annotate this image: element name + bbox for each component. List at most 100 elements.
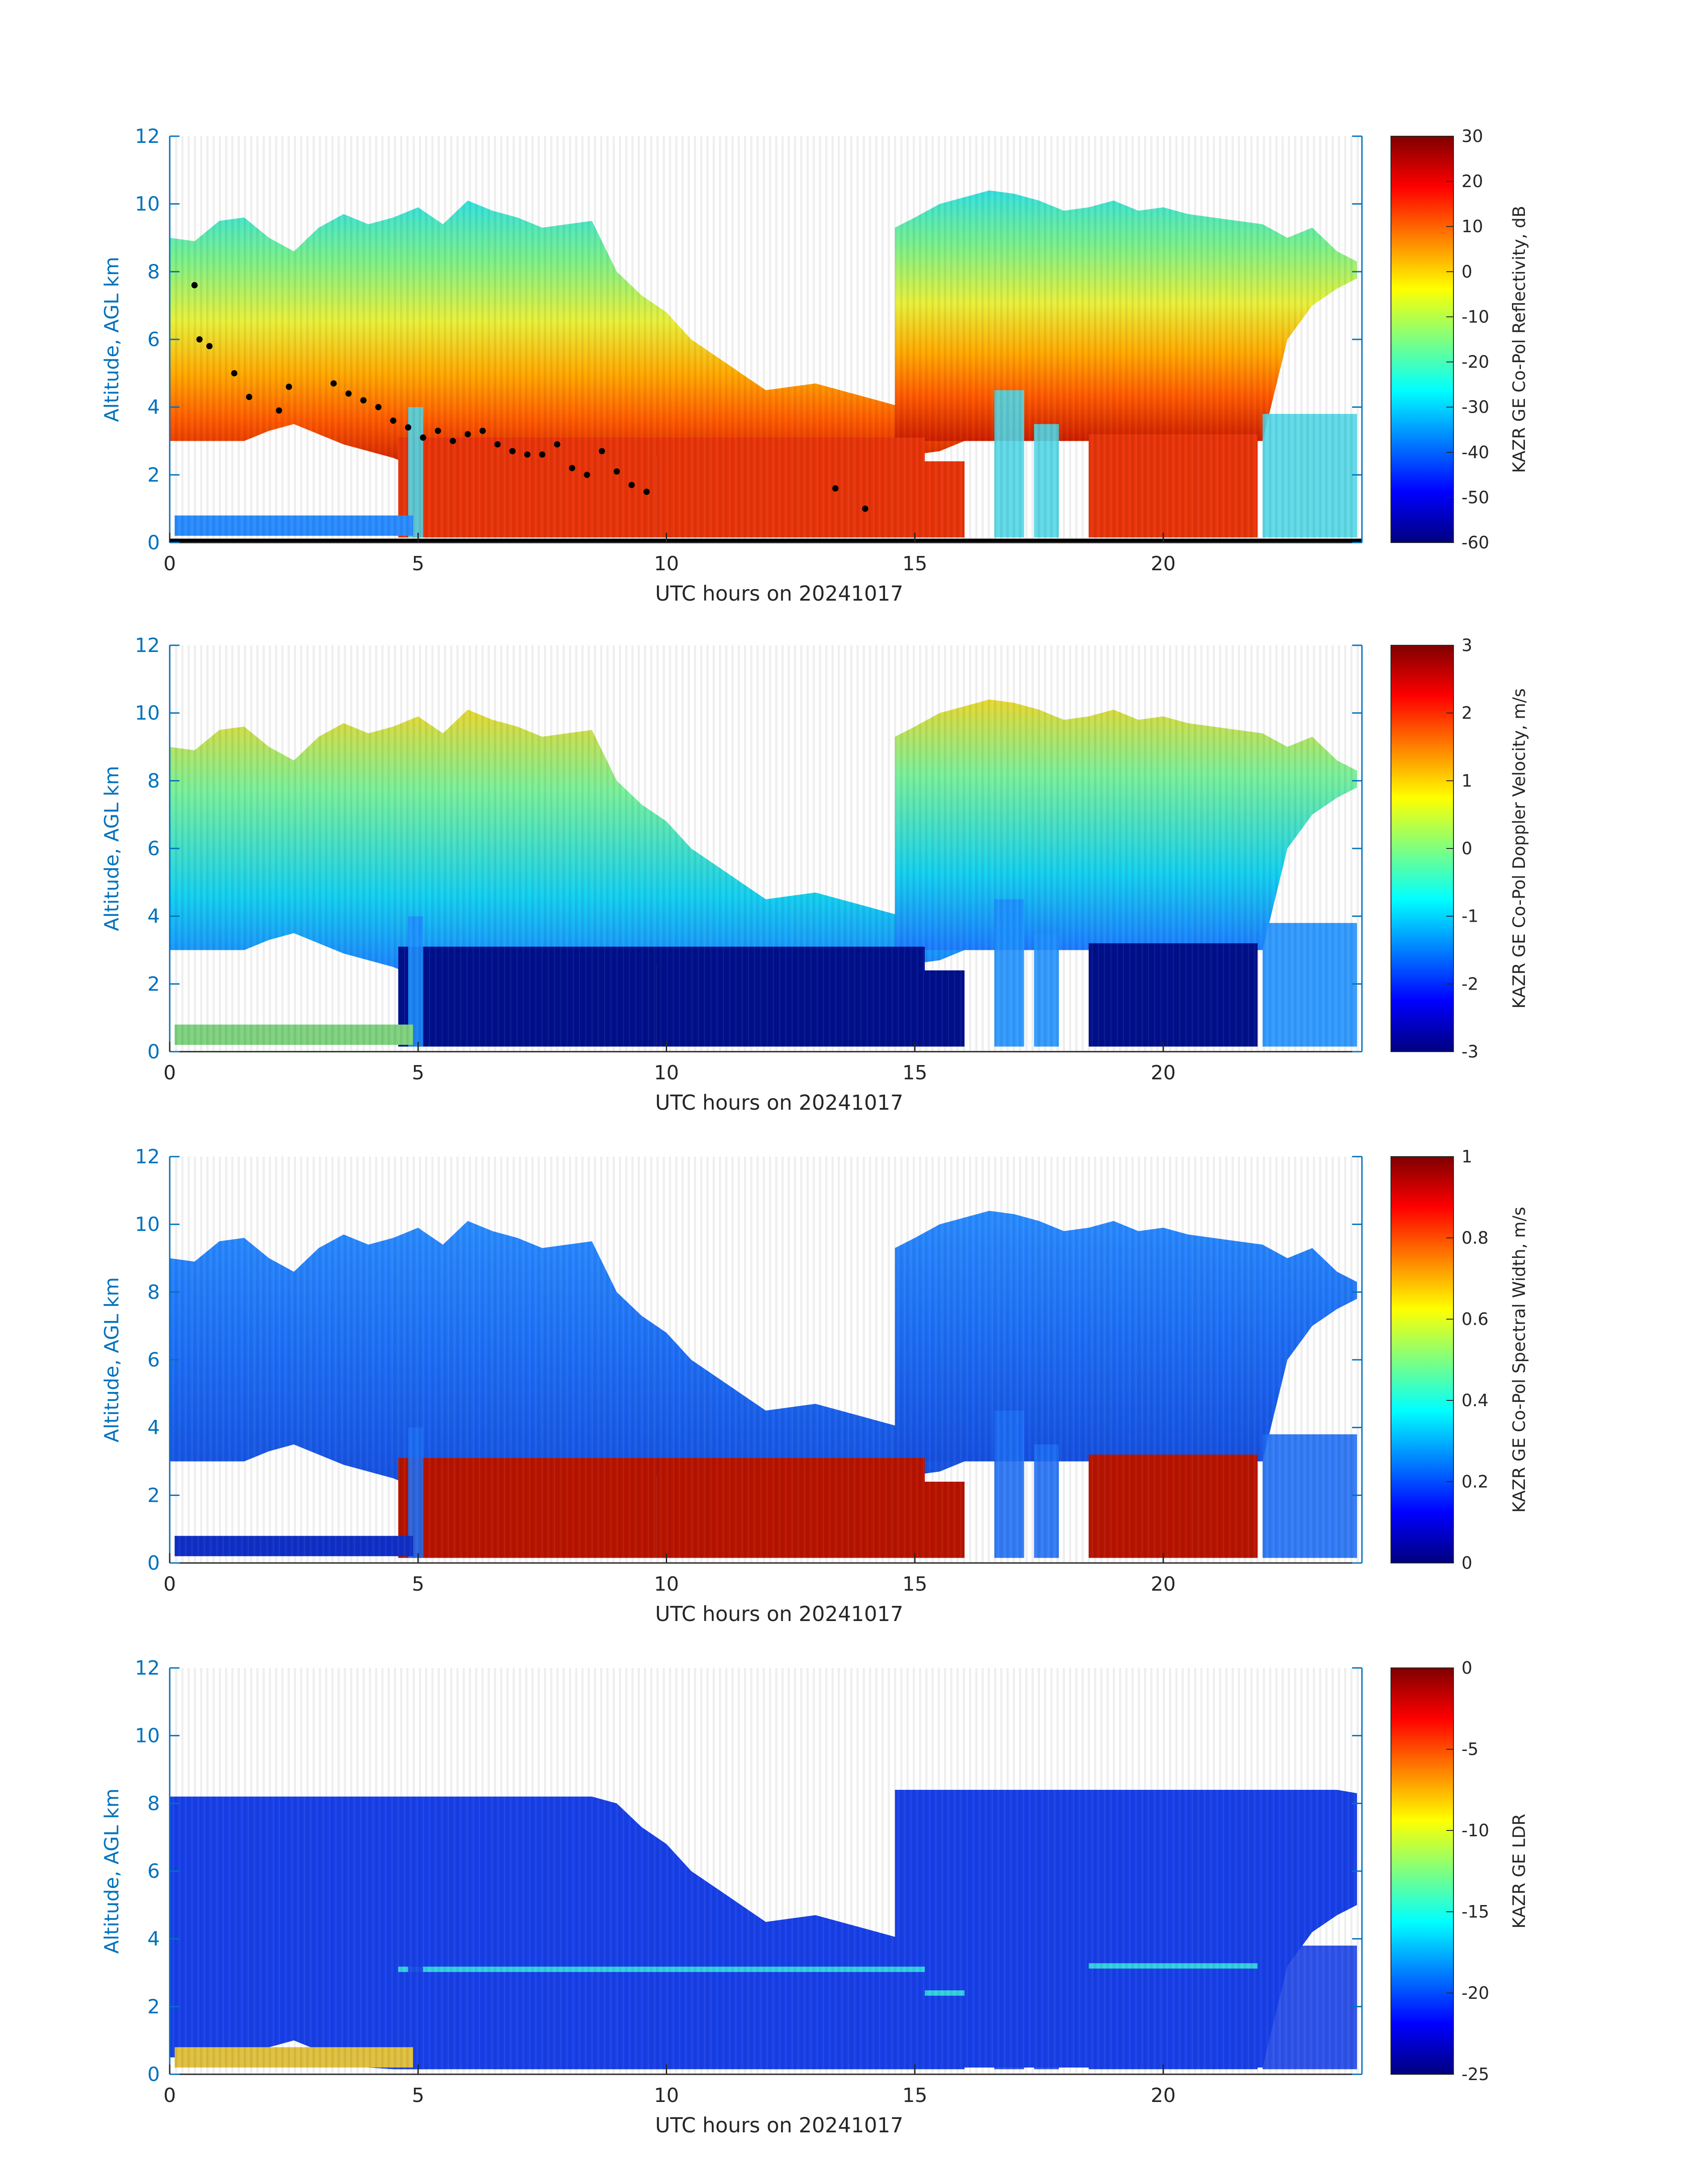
y-tick-label: 12: [135, 634, 160, 657]
colorbar-tick-label: 10: [1462, 217, 1483, 236]
y-tick-label: 0: [147, 1040, 160, 1063]
colorbar-tick-label: -30: [1462, 397, 1489, 417]
y-tick-label: 6: [147, 328, 160, 351]
cloud-base-point: [464, 431, 471, 438]
y-axis-label: Altitude, AGL km: [100, 1277, 123, 1442]
cloud-base-point: [628, 482, 635, 489]
y-tick-label: 2: [147, 973, 160, 995]
colorbar-tick-label: 0.4: [1462, 1391, 1488, 1410]
cloud-base-point: [390, 418, 397, 424]
x-tick-label: 5: [412, 552, 424, 575]
plot-area: [170, 1668, 1362, 2074]
y-tick-label: 12: [135, 125, 160, 148]
cloud-base-point: [584, 472, 590, 478]
cloud-base-point: [434, 427, 441, 434]
x-tick-label: 15: [902, 552, 927, 575]
colorbar-label: KAZR GE Co-Pol Spectral Width, m/s: [1509, 1207, 1529, 1513]
colorbar-tick-label: 3: [1462, 635, 1472, 655]
colorbar-tick-label: 0: [1462, 262, 1472, 281]
colorbar-tick-label: -5: [1462, 1739, 1478, 1759]
x-tick-label: 5: [412, 1061, 424, 1084]
y-tick-label: 4: [147, 396, 160, 419]
x-tick-label: 20: [1151, 1061, 1176, 1084]
colorbar: [1391, 645, 1454, 1052]
y-tick-label: 2: [147, 1484, 160, 1507]
cloud-base-point: [554, 441, 560, 448]
cloud-base-point: [196, 336, 203, 343]
x-tick-label: 10: [654, 2084, 679, 2107]
colorbar: [1391, 136, 1454, 543]
colorbar-tick-label: 0.2: [1462, 1472, 1488, 1492]
cloud-base-point: [191, 282, 198, 288]
cloud-base-point: [598, 448, 605, 455]
x-axis-label: UTC hours on 20241017: [655, 2113, 903, 2137]
y-tick-label: 10: [135, 1725, 160, 1747]
x-tick-label: 15: [902, 1573, 927, 1596]
cloud-base-point: [524, 451, 530, 458]
y-tick-label: 0: [147, 1552, 160, 1575]
y-tick-label: 4: [147, 905, 160, 928]
texture: [170, 136, 1362, 543]
cloud-base-point: [375, 404, 382, 410]
cloud-base-point: [231, 370, 238, 376]
colorbar-tick-label: 1: [1462, 771, 1472, 790]
colorbar-tick-label: 0: [1462, 1553, 1472, 1573]
colorbar-tick-label: 1: [1462, 1147, 1472, 1166]
cloud-base-point: [862, 506, 869, 512]
y-tick-label: 10: [135, 702, 160, 725]
colorbar-label: KAZR GE LDR: [1509, 1813, 1529, 1928]
colorbar-tick-label: -10: [1462, 1821, 1489, 1840]
y-tick-label: 4: [147, 1928, 160, 1951]
cloud-base-point: [479, 427, 486, 434]
y-tick-label: 2: [147, 1995, 160, 2018]
cloud-base-point: [246, 393, 252, 400]
x-tick-label: 20: [1151, 1573, 1176, 1596]
x-tick-label: 5: [412, 2084, 424, 2107]
y-axis-label: Altitude, AGL km: [100, 766, 123, 931]
x-tick-label: 0: [163, 552, 176, 575]
x-tick-label: 20: [1151, 2084, 1176, 2107]
x-tick-label: 0: [163, 2084, 176, 2107]
colorbar-tick-label: -40: [1462, 443, 1489, 462]
cloud-base-point: [330, 380, 337, 387]
cloud-base-point: [569, 465, 576, 472]
y-tick-label: 8: [147, 769, 160, 792]
cloud-base-point: [832, 485, 839, 492]
cloud-base-point: [206, 343, 213, 350]
x-tick-label: 10: [654, 1061, 679, 1084]
cloud-base-point: [539, 451, 546, 458]
cloud-base-point: [450, 438, 456, 444]
y-tick-label: 6: [147, 1349, 160, 1371]
y-tick-label: 12: [135, 1145, 160, 1168]
x-tick-label: 15: [902, 2084, 927, 2107]
colorbar-label: KAZR GE Co-Pol Doppler Velocity, m/s: [1509, 688, 1529, 1008]
colorbar-tick-label: -25: [1462, 2064, 1489, 2084]
colorbar-tick-label: 0: [1462, 839, 1472, 858]
y-axis-label: Altitude, AGL km: [100, 257, 123, 422]
x-axis-label: UTC hours on 20241017: [655, 581, 903, 606]
colorbar-tick-label: 0.8: [1462, 1228, 1488, 1248]
y-tick-label: 12: [135, 1657, 160, 1680]
x-axis-label: UTC hours on 20241017: [655, 1602, 903, 1626]
panel-ldr: 0 2 4 6 8 10 12 0 5 10 15 20 Altitude, AGL km UTC hou…: [100, 1657, 1529, 2137]
panel-reflectivity: 0 2 4 6 8 10 12 0 5 10 15 20 Altitude, AGL km UTC hou…: [100, 125, 1529, 606]
y-tick-label: 8: [147, 1281, 160, 1304]
cloud-base-point: [614, 468, 620, 475]
x-tick-label: 0: [163, 1061, 176, 1084]
colorbar-tick-label: -10: [1462, 307, 1489, 326]
x-tick-label: 5: [412, 1573, 424, 1596]
y-tick-label: 4: [147, 1417, 160, 1439]
colorbar: [1391, 1156, 1454, 1563]
surface-band: [170, 539, 1362, 543]
plot-area: [170, 645, 1362, 1052]
cloud-base-point: [276, 407, 282, 414]
cloud-base-point: [643, 489, 650, 495]
y-tick-label: 6: [147, 1860, 160, 1883]
cloud-base-point: [286, 384, 292, 390]
x-tick-label: 15: [902, 1061, 927, 1084]
colorbar-tick-label: 30: [1462, 126, 1483, 146]
colorbar-tick-label: 2: [1462, 703, 1472, 723]
